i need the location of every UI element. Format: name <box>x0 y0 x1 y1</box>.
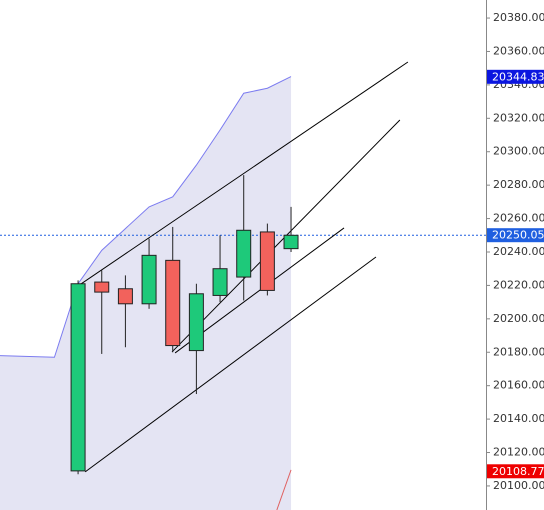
candle-body <box>70 283 86 472</box>
candle-body <box>188 293 204 352</box>
axis-panel <box>486 0 544 510</box>
y-tick-label: 20200.00 <box>493 312 544 325</box>
y-tick-label: 20360.00 <box>493 44 544 57</box>
y-tick-label: 20380.00 <box>493 11 544 24</box>
price-tag-label: 20250.05 <box>492 229 544 242</box>
y-tick-label: 20320.00 <box>493 111 544 124</box>
candle-body <box>259 231 275 291</box>
candle-body <box>117 288 133 305</box>
trendline <box>71 61 409 291</box>
price-tag <box>487 464 544 479</box>
candle-body <box>283 234 299 250</box>
y-tick-label: 20100.00 <box>493 479 544 492</box>
y-tick-label: 20160.00 <box>493 379 544 392</box>
y-tick-label: 20300.00 <box>493 145 544 158</box>
candle-body <box>212 268 228 296</box>
candle-body <box>165 259 181 347</box>
price-tag <box>487 228 544 243</box>
candle-body <box>141 254 157 305</box>
y-tick-label: 20280.00 <box>493 178 544 191</box>
price-tag <box>487 69 544 84</box>
price-tag-label: 20108.77 <box>492 465 544 478</box>
y-tick-label: 20260.00 <box>493 212 544 225</box>
y-tick-label: 20120.00 <box>493 446 544 459</box>
candle-body <box>236 229 252 278</box>
candle-body <box>94 281 110 293</box>
y-tick-label: 20180.00 <box>493 345 544 358</box>
price-tag-label: 20344.83 <box>492 70 544 83</box>
y-tick-label: 20220.00 <box>493 278 544 291</box>
trendline <box>84 256 377 473</box>
y-tick-label: 20240.00 <box>493 245 544 258</box>
y-tick-label: 20140.00 <box>493 412 544 425</box>
lower-band-line <box>276 469 292 510</box>
